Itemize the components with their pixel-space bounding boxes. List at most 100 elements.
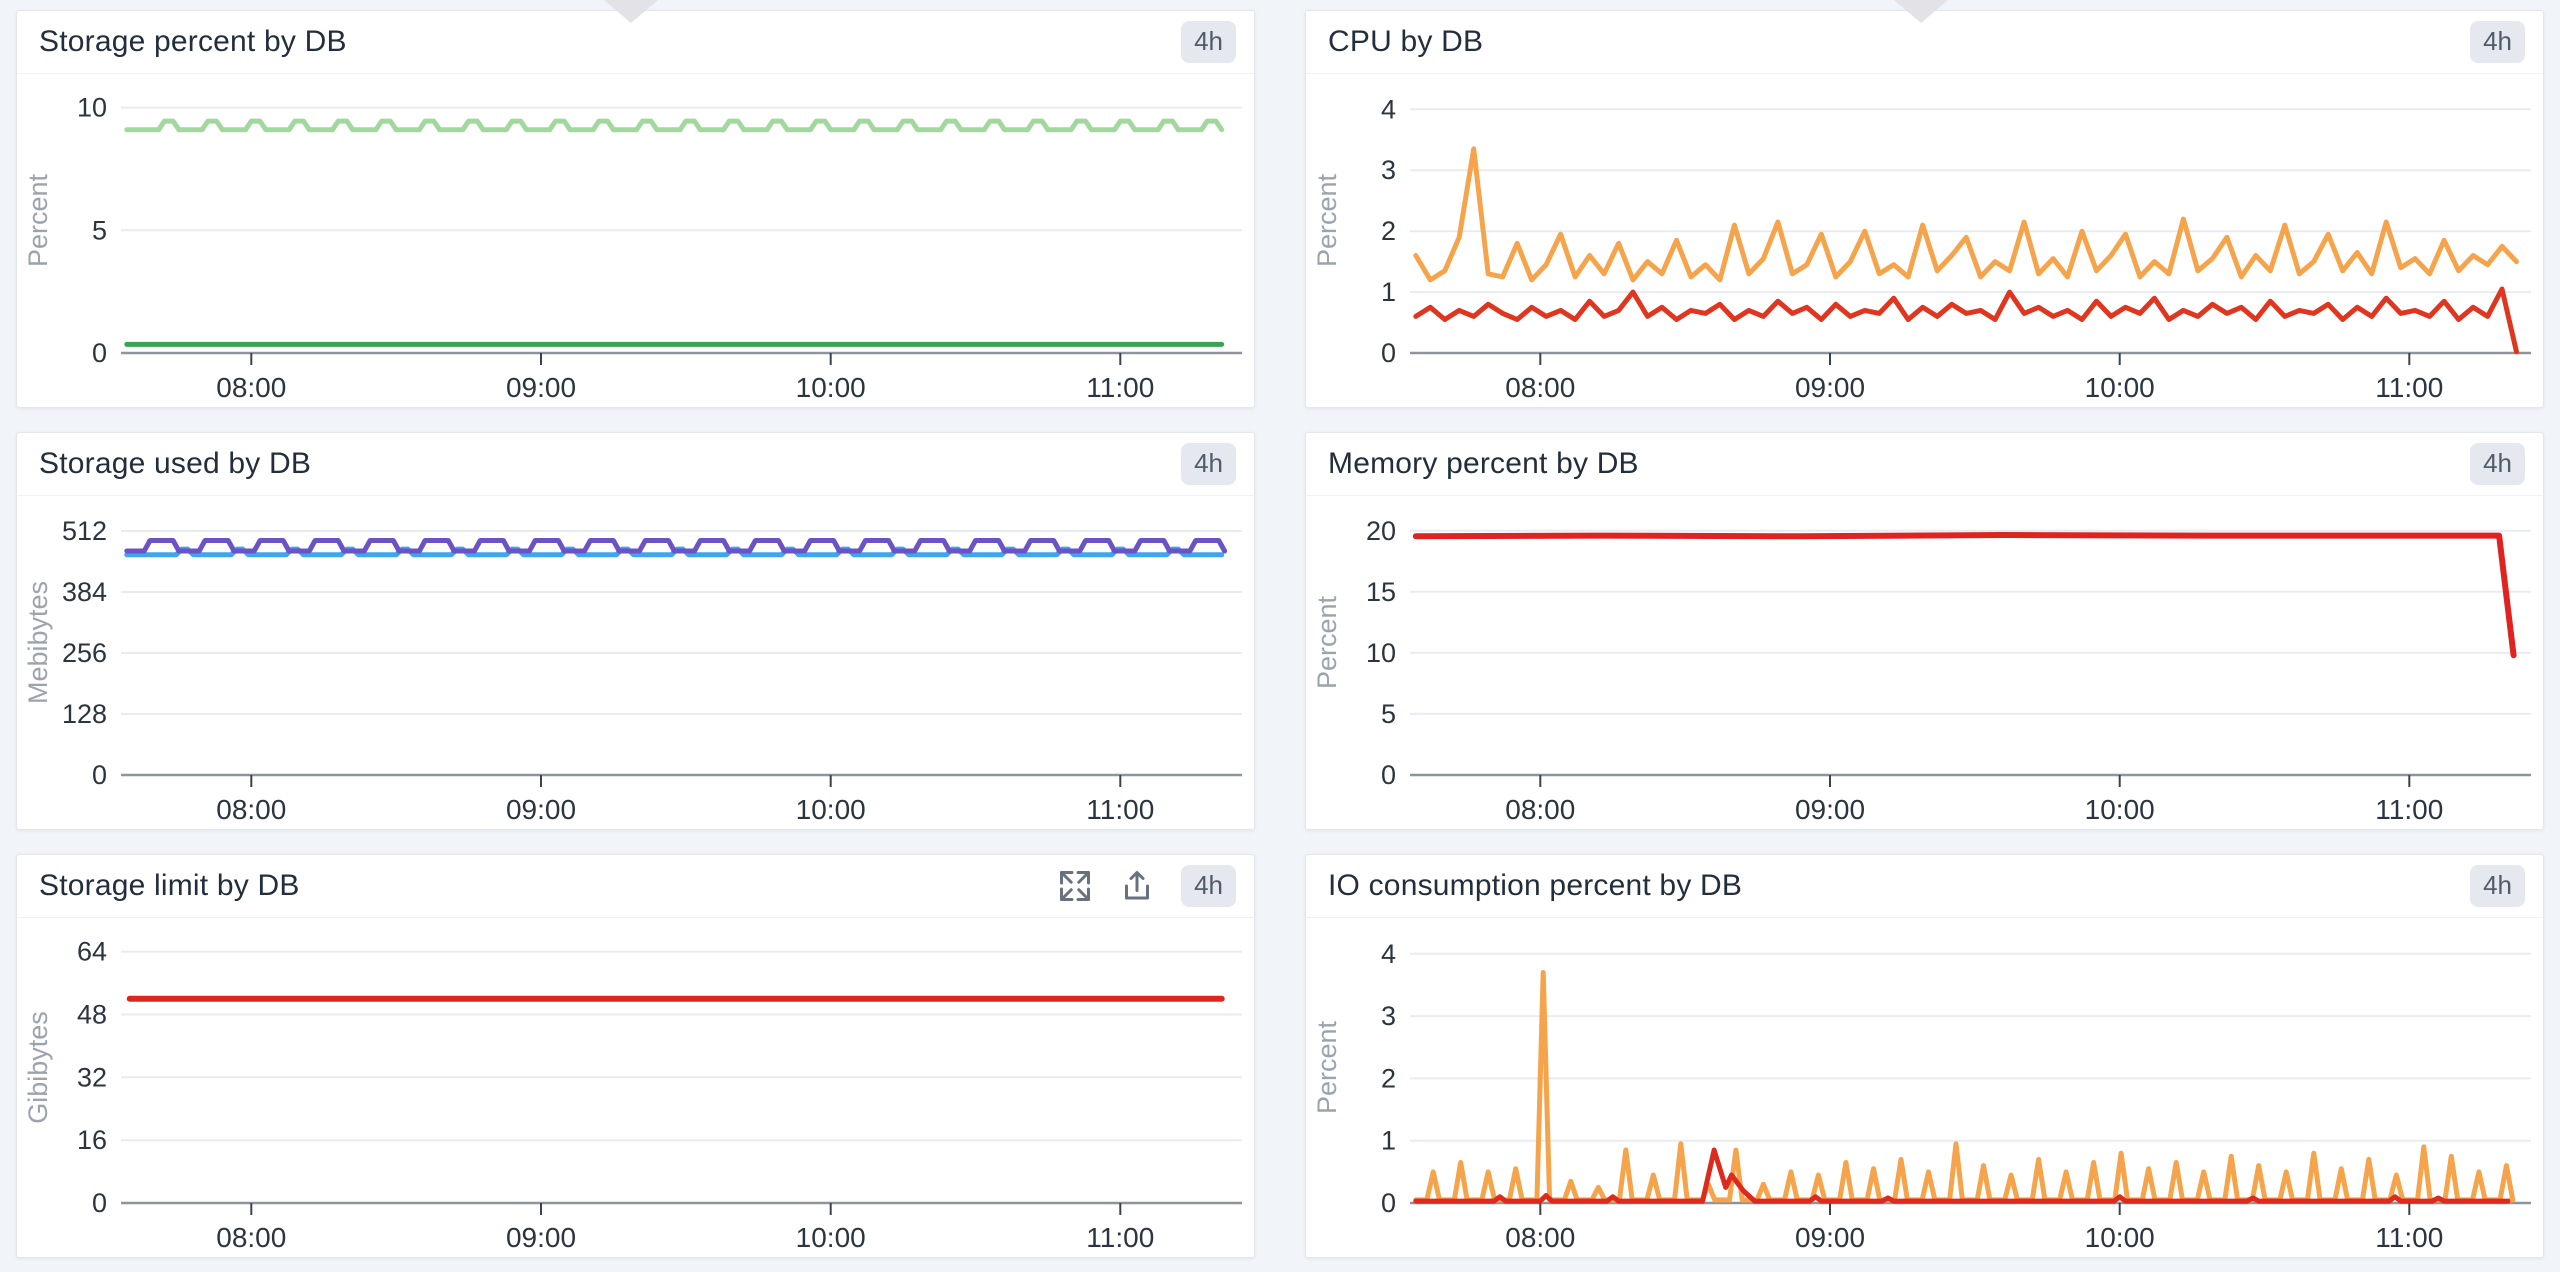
series-db-b: [1413, 286, 2519, 355]
panel-caret: [604, 0, 658, 23]
x-tick-label: 11:00: [1086, 372, 1154, 403]
y-tick-label: 0: [1381, 760, 1396, 790]
y-tick-label: 5: [92, 215, 107, 245]
x-tick-label: 10:00: [2085, 372, 2155, 403]
y-tick-label: 2: [1381, 1063, 1396, 1093]
y-tick-label: 256: [62, 638, 107, 668]
panel-actions: 4h: [1057, 865, 1236, 907]
time-range-badge[interactable]: 4h: [2470, 21, 2525, 63]
y-tick-label: 3: [1381, 1001, 1396, 1031]
chart-canvas[interactable]: 0 16 32 48 64 08:00 09:00 10:00 11:00 Gibibytes: [17, 918, 1254, 1257]
panel-title[interactable]: Storage used by DB: [39, 447, 312, 480]
time-range-badge[interactable]: 4h: [1181, 443, 1236, 485]
x-tick-label: 11:00: [1086, 794, 1154, 825]
chart-area[interactable]: 0 5 10 15 20 08:00 09:00 10:00 11:00 Percent: [1306, 496, 2543, 829]
y-tick-label: 2: [1381, 216, 1396, 246]
panel-header: Storage limit by DB 4h: [17, 855, 1254, 918]
y-axis-unit-label: Percent: [23, 173, 53, 267]
panel-title[interactable]: IO consumption percent by DB: [1328, 869, 1743, 902]
series-db-a: [1412, 532, 2517, 659]
panel-title[interactable]: Storage percent by DB: [39, 25, 347, 58]
series-db-purple: [124, 538, 1228, 554]
x-tick-label: 08:00: [1505, 1222, 1575, 1253]
chart-area[interactable]: 0 1 2 3 4 08:00 09:00 10:00 11:00 Percent: [1306, 74, 2543, 407]
y-tick-label: 1: [1381, 1126, 1396, 1156]
y-axis-unit-label: Mebibytes: [23, 581, 53, 704]
x-tick-label: 11:00: [1086, 1222, 1154, 1253]
y-tick-label: 0: [92, 338, 107, 368]
y-tick-label: 512: [62, 516, 107, 546]
panel-header: CPU by DB 4h: [1306, 11, 2543, 74]
chart-area[interactable]: 0 5 10 08:00 09:00 10:00 11:00 Percent: [17, 74, 1254, 407]
chart-canvas[interactable]: 0 1 2 3 4 08:00 09:00 10:00 11:00 Percent: [1306, 74, 2543, 407]
time-range-badge[interactable]: 4h: [2470, 443, 2525, 485]
x-tick-label: 08:00: [1505, 794, 1575, 825]
series-db-a: [1413, 970, 2516, 1203]
x-tick-label: 10:00: [796, 372, 866, 403]
y-tick-label: 4: [1381, 939, 1396, 969]
y-tick-label: 128: [62, 699, 107, 729]
chart-area[interactable]: 0 1 2 3 4 08:00 09:00 10:00 11:00 Percent: [1306, 918, 2543, 1257]
time-range-badge[interactable]: 4h: [1181, 865, 1236, 907]
panel-memory-percent: Memory percent by DB 4h 0 5 10 15 20 08:00 09:…: [1305, 432, 2544, 830]
x-tick-label: 09:00: [506, 1222, 576, 1253]
chart-canvas[interactable]: 0 5 10 08:00 09:00 10:00 11:00 Percent: [17, 74, 1254, 407]
panel-storage-percent: Storage percent by DB 4h 0 5 10 08:00 09:00 1…: [16, 10, 1255, 408]
y-tick-label: 16: [77, 1125, 107, 1155]
y-tick-label: 4: [1381, 94, 1396, 124]
y-tick-label: 3: [1381, 155, 1396, 185]
y-axis-unit-label: Percent: [1312, 595, 1342, 689]
panel-storage-limit: Storage limit by DB 4h 0: [16, 854, 1255, 1258]
y-axis-unit-label: Percent: [1312, 1020, 1342, 1114]
chart-area[interactable]: 0 16 32 48 64 08:00 09:00 10:00 11:00 Gibibytes: [17, 918, 1254, 1257]
time-range-badge[interactable]: 4h: [2470, 865, 2525, 907]
x-tick-label: 10:00: [2085, 794, 2155, 825]
panel-actions: 4h: [2470, 21, 2525, 63]
time-range-badge[interactable]: 4h: [1181, 21, 1236, 63]
panel-header: Storage used by DB 4h: [17, 433, 1254, 496]
x-tick-label: 08:00: [216, 1222, 286, 1253]
expand-icon[interactable]: [1057, 868, 1093, 904]
x-tick-label: 09:00: [506, 372, 576, 403]
chart-canvas[interactable]: 0 128 256 384 512 08:00 09:00 10:00 11:00 Mebibyt…: [17, 496, 1254, 829]
chart-canvas[interactable]: 0 5 10 15 20 08:00 09:00 10:00 11:00 Percent: [1306, 496, 2543, 829]
panel-title[interactable]: Memory percent by DB: [1328, 447, 1639, 480]
x-tick-label: 09:00: [1795, 372, 1865, 403]
panel-header: Storage percent by DB 4h: [17, 11, 1254, 74]
series-db-a: [124, 118, 1225, 133]
y-tick-label: 48: [77, 1000, 107, 1030]
x-tick-label: 08:00: [216, 372, 286, 403]
x-tick-label: 08:00: [216, 794, 286, 825]
panel-title[interactable]: Storage limit by DB: [39, 869, 300, 902]
x-tick-label: 10:00: [796, 1222, 866, 1253]
x-tick-label: 11:00: [2375, 794, 2443, 825]
x-tick-label: 09:00: [1795, 794, 1865, 825]
x-tick-label: 10:00: [796, 794, 866, 825]
x-tick-label: 09:00: [1795, 1222, 1865, 1253]
y-tick-label: 0: [1381, 1188, 1396, 1218]
y-tick-label: 10: [77, 93, 107, 123]
x-tick-label: 09:00: [506, 794, 576, 825]
panel-caret: [1894, 0, 1948, 23]
chart-area[interactable]: 0 128 256 384 512 08:00 09:00 10:00 11:00 Mebibyt…: [17, 496, 1254, 829]
y-axis-unit-label: Gibibytes: [23, 1011, 53, 1124]
y-tick-label: 5: [1381, 699, 1396, 729]
chart-canvas[interactable]: 0 1 2 3 4 08:00 09:00 10:00 11:00 Percent: [1306, 918, 2543, 1257]
x-tick-label: 11:00: [2375, 372, 2443, 403]
y-tick-label: 20: [1366, 516, 1396, 546]
panel-cpu: CPU by DB 4h 0 1 2 3 4 08:00 09:00 10:00 11:00 Pe…: [1305, 10, 2544, 408]
y-tick-label: 1: [1381, 277, 1396, 307]
panel-actions: 4h: [2470, 865, 2525, 907]
y-tick-label: 10: [1366, 638, 1396, 668]
series-db-b: [1413, 1147, 2511, 1204]
y-tick-label: 0: [92, 760, 107, 790]
panel-header: IO consumption percent by DB 4h: [1306, 855, 2543, 918]
y-tick-label: 0: [1381, 338, 1396, 368]
share-icon[interactable]: [1119, 868, 1155, 904]
panel-title[interactable]: CPU by DB: [1328, 25, 1484, 58]
panel-actions: 4h: [1181, 443, 1236, 485]
y-tick-label: 32: [77, 1062, 107, 1092]
series-db-a: [1413, 146, 2519, 283]
x-tick-label: 11:00: [2375, 1222, 2443, 1253]
